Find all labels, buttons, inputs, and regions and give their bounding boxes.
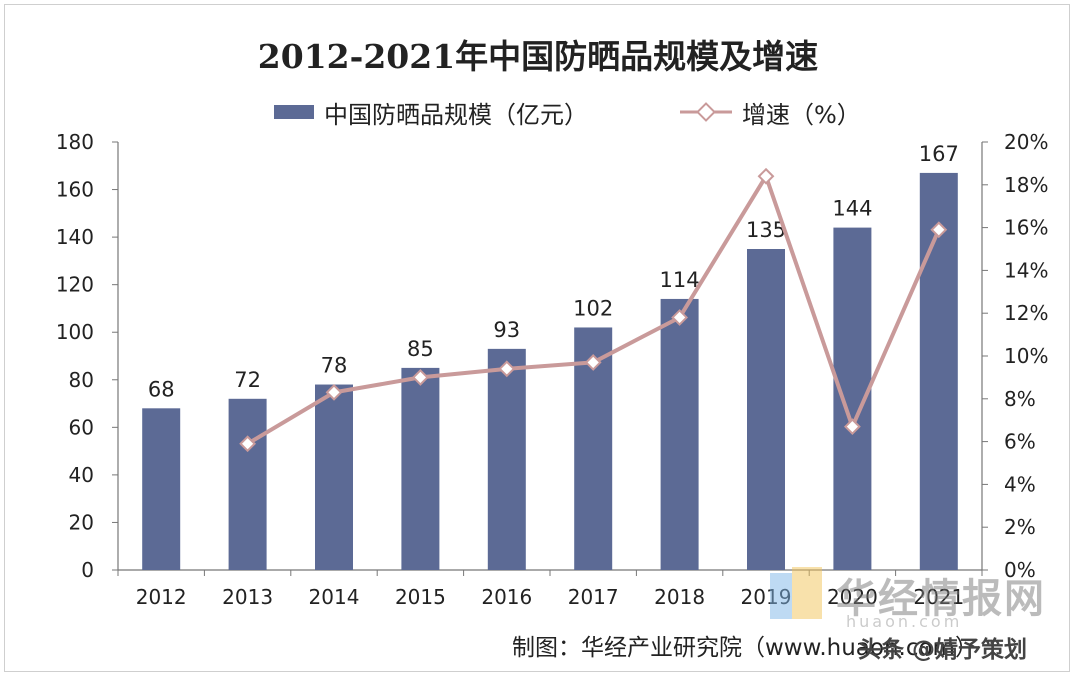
growth-point	[498, 360, 516, 378]
growth-point	[757, 167, 775, 185]
growth-point	[411, 368, 429, 386]
source-note: 制图：华经产业研究院（www.huaon.com）	[512, 635, 978, 661]
chart-legend: 中国防晒品规模（亿元） 增速（%）	[0, 92, 1076, 132]
x-tick-label: 2013	[222, 585, 273, 609]
bar-data-label: 102	[573, 296, 613, 320]
legend-line-label: 增速（%）	[742, 100, 861, 129]
watermark-logo	[770, 567, 826, 623]
y-right-tick-label: 16%	[1004, 216, 1048, 240]
y-left-tick-label: 40	[69, 463, 94, 487]
bar	[747, 249, 785, 570]
y-right-tick-label: 18%	[1004, 173, 1048, 197]
legend-line-swatch	[680, 102, 732, 122]
bar-data-label: 144	[832, 197, 872, 221]
y-left-tick-label: 100	[56, 320, 94, 344]
bar-data-label: 93	[493, 318, 520, 342]
y-right-tick-label: 4%	[1004, 472, 1036, 496]
bar	[660, 298, 699, 570]
growth-point	[843, 418, 861, 436]
bar-data-label: 68	[148, 377, 175, 401]
y-right-tick-label: 10%	[1004, 344, 1048, 368]
legend-bar-swatch	[274, 105, 314, 119]
x-tick-label: 2017	[568, 585, 619, 609]
y-right-tick-label: 12%	[1004, 301, 1048, 325]
y-right-tick-label: 20%	[1004, 130, 1048, 154]
bar	[315, 384, 353, 570]
watermark: 华经情报网	[770, 566, 1046, 624]
watermark-text: 华经情报网	[836, 576, 1046, 622]
y-left-tick-label: 20	[69, 510, 94, 534]
bar	[142, 408, 181, 570]
y-left-tick-label: 60	[69, 415, 94, 439]
x-tick-label: 2012	[136, 585, 187, 609]
bar-data-label: 72	[234, 368, 261, 392]
bar-data-label: 78	[321, 354, 348, 378]
y-right-tick-label: 8%	[1004, 387, 1036, 411]
y-left-tick-label: 0	[81, 558, 94, 582]
legend-item-bar: 中国防晒品规模（亿元）	[274, 92, 588, 132]
y-left-tick-label: 140	[56, 225, 94, 249]
y-left-tick-label: 80	[69, 368, 94, 392]
growth-point	[239, 435, 257, 453]
x-tick-label: 2015	[395, 585, 446, 609]
x-tick-label: 2021	[913, 585, 964, 609]
bar-data-label: 167	[919, 142, 959, 166]
growth-point	[584, 354, 602, 371]
x-tick-label: 2018	[654, 585, 705, 609]
x-tick-label: 2016	[481, 585, 532, 609]
x-tick-label: 2020	[827, 585, 878, 609]
growth-point	[930, 221, 948, 239]
y-right-tick-label: 0%	[1004, 558, 1036, 582]
credit-label: 头条 @婧予策划	[858, 637, 1028, 663]
y-left-tick-label: 120	[56, 273, 94, 297]
bar	[401, 367, 440, 570]
growth-point	[671, 309, 689, 326]
chart-frame	[4, 4, 1070, 672]
growth-point	[325, 383, 343, 401]
bar-data-label: 114	[660, 268, 700, 292]
legend-item-line: 增速（%）	[680, 92, 861, 132]
bar	[487, 348, 526, 570]
watermark-url: huaon.com	[846, 612, 963, 631]
y-left-tick-label: 160	[56, 178, 94, 202]
legend-bar-label: 中国防晒品规模（亿元）	[324, 100, 588, 129]
x-tick-label: 2014	[309, 585, 360, 609]
bar-data-label: 85	[407, 337, 434, 361]
y-left-tick-label: 180	[56, 130, 94, 154]
bar-data-label: 135	[746, 218, 786, 242]
y-right-tick-label: 6%	[1004, 430, 1036, 454]
bar	[919, 172, 958, 570]
y-right-tick-label: 2%	[1004, 515, 1036, 539]
chart-title: 2012-2021年中国防晒品规模及增速	[257, 37, 819, 76]
bar	[228, 398, 267, 570]
y-right-tick-label: 14%	[1004, 258, 1048, 282]
